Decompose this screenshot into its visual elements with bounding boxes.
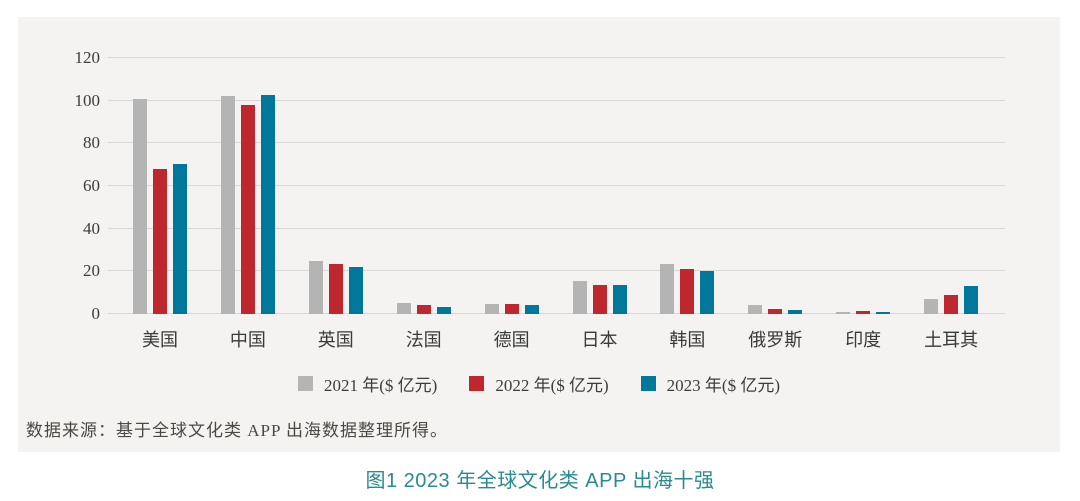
legend-label-2021: 2021 年($ 亿元) xyxy=(324,376,438,395)
bar-2021-英国 xyxy=(308,260,323,314)
bar-2023-美国 xyxy=(173,163,187,314)
bar-2021-韩国 xyxy=(660,263,675,314)
bar-2023-法国 xyxy=(436,306,451,314)
source-note: 数据来源：基于全球文化类 APP 出海数据整理所得。 xyxy=(26,421,449,440)
legend-item-2023: 2023 年($ 亿元) xyxy=(640,371,780,396)
y-axis-tick-label: 60 xyxy=(83,176,100,195)
bar-2023-德国 xyxy=(524,305,539,314)
bar-2021-印度 xyxy=(836,311,851,314)
x-axis-label-日本: 日本 xyxy=(581,330,618,350)
bar-2022-印度 xyxy=(856,311,871,314)
legend-swatch-2023 xyxy=(640,376,656,391)
gridline-0 xyxy=(108,313,1005,314)
bar-2023-英国 xyxy=(348,267,363,314)
bar-2022-英国 xyxy=(328,263,343,314)
bar-2022-俄罗斯 xyxy=(768,308,783,314)
legend-swatch-2021 xyxy=(298,376,313,391)
bar-2022-中国 xyxy=(240,104,255,314)
bar-group-美国 xyxy=(133,57,187,314)
bar-2023-韩国 xyxy=(700,271,715,314)
x-axis-label-印度: 印度 xyxy=(845,330,882,350)
x-axis-label-法国: 法国 xyxy=(405,330,442,350)
bar-2022-土耳其 xyxy=(944,294,959,314)
gridline-120 xyxy=(108,57,1005,58)
bar-group-日本 xyxy=(572,57,627,314)
y-axis-tick-label: 0 xyxy=(91,304,101,323)
bar-2021-中国 xyxy=(220,96,235,314)
x-axis: 美国 中国 英国 法国 德国 日本 韩国 俄罗斯 印度 土耳其 xyxy=(108,326,1005,352)
legend-item-2022: 2022 年($ 亿元) xyxy=(469,371,609,396)
gridline-20 xyxy=(108,270,1005,272)
bar-2023-俄罗斯 xyxy=(788,309,803,314)
bar-group-土耳其 xyxy=(924,57,979,314)
bar-2023-土耳其 xyxy=(964,286,979,314)
x-axis-label-英国: 英国 xyxy=(317,330,354,350)
y-axis-tick-label: 120 xyxy=(74,48,101,67)
legend-swatch-2022 xyxy=(469,376,485,391)
legend: 2021 年($ 亿元) 2022 年($ 亿元) 2023 年($ 亿元) xyxy=(18,371,1060,396)
y-axis-tick-label: 100 xyxy=(74,90,101,110)
bar-group-法国 xyxy=(396,57,451,314)
bar-2021-土耳其 xyxy=(924,299,939,314)
figure-caption: 图1 2023 年全球文化类 APP 出海十强 xyxy=(365,470,715,492)
chart-panel: 0 20 40 60 80 100 120 美国 中国 英国 法国 德国 日本 韩国 俄罗斯 印度 土耳其 2… xyxy=(18,17,1060,452)
legend-label-2022: 2022 年($ 亿元) xyxy=(495,376,609,395)
legend-item-2021: 2021 年($ 亿元) xyxy=(298,371,437,396)
bar-2022-日本 xyxy=(592,285,607,314)
legend-label-2023: 2023 年($ 亿元) xyxy=(666,376,780,395)
x-axis-label-美国: 美国 xyxy=(142,330,178,350)
gridline-40 xyxy=(108,227,1005,229)
bar-2023-印度 xyxy=(876,311,891,314)
gridline-80 xyxy=(108,142,1005,144)
bar-2023-日本 xyxy=(612,285,627,314)
bar-2021-日本 xyxy=(572,280,587,314)
x-axis-label-土耳其: 土耳其 xyxy=(924,330,979,350)
bar-2021-俄罗斯 xyxy=(748,305,763,314)
x-axis-label-韩国: 韩国 xyxy=(669,330,706,350)
plot-area xyxy=(108,57,1005,314)
x-axis-label-德国: 德国 xyxy=(493,330,530,350)
bar-2021-美国 xyxy=(133,98,147,314)
y-axis-tick-label: 40 xyxy=(83,218,100,238)
bar-group-德国 xyxy=(484,57,539,314)
bar-2021-法国 xyxy=(396,303,411,314)
bar-group-中国 xyxy=(220,57,275,314)
bar-group-印度 xyxy=(836,57,891,314)
bar-group-韩国 xyxy=(660,57,715,314)
bar-2022-韩国 xyxy=(680,269,695,314)
x-axis-label-中国: 中国 xyxy=(229,330,266,350)
bar-group-英国 xyxy=(308,57,363,314)
bar-group-俄罗斯 xyxy=(748,57,803,314)
bar-2022-法国 xyxy=(416,305,431,314)
y-axis-tick-label: 20 xyxy=(83,261,100,281)
gridline-60 xyxy=(108,185,1005,186)
bar-2021-德国 xyxy=(484,304,499,314)
bar-2022-德国 xyxy=(504,304,519,314)
gridline-100 xyxy=(108,99,1005,101)
y-axis: 0 20 40 60 80 100 120 xyxy=(18,48,101,323)
bar-2022-美国 xyxy=(153,168,167,314)
bar-2023-中国 xyxy=(260,95,275,314)
x-axis-label-俄罗斯: 俄罗斯 xyxy=(748,330,803,350)
y-axis-tick-label: 80 xyxy=(83,133,100,153)
